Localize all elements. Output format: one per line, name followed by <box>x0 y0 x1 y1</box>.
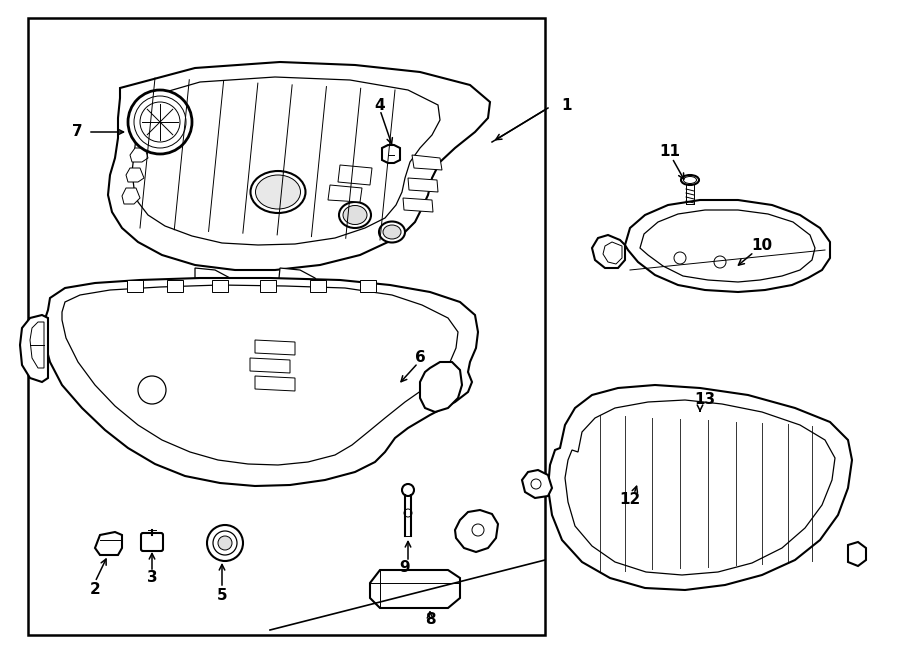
Polygon shape <box>548 385 852 590</box>
Polygon shape <box>279 268 322 308</box>
Polygon shape <box>408 178 438 192</box>
Text: 2: 2 <box>90 582 101 598</box>
Ellipse shape <box>681 175 699 185</box>
Polygon shape <box>412 155 442 170</box>
Circle shape <box>402 484 414 496</box>
Polygon shape <box>20 315 48 382</box>
Ellipse shape <box>383 225 401 239</box>
Polygon shape <box>848 542 866 566</box>
Text: 4: 4 <box>374 98 385 112</box>
Text: 5: 5 <box>217 588 228 602</box>
Polygon shape <box>640 210 815 282</box>
Polygon shape <box>603 242 622 264</box>
Polygon shape <box>132 77 440 245</box>
Polygon shape <box>455 510 498 552</box>
Polygon shape <box>328 185 362 202</box>
Polygon shape <box>592 235 625 268</box>
Polygon shape <box>167 280 183 292</box>
Polygon shape <box>127 280 143 292</box>
Circle shape <box>128 90 192 154</box>
Polygon shape <box>195 268 238 308</box>
Text: 9: 9 <box>400 561 410 576</box>
Circle shape <box>134 96 186 148</box>
Text: 12: 12 <box>619 492 641 508</box>
Polygon shape <box>108 62 490 270</box>
Polygon shape <box>370 570 460 608</box>
Polygon shape <box>625 200 830 292</box>
Ellipse shape <box>250 171 305 213</box>
Circle shape <box>472 524 484 536</box>
Polygon shape <box>255 340 295 355</box>
Circle shape <box>138 376 166 404</box>
Text: 11: 11 <box>660 145 680 159</box>
Polygon shape <box>310 280 326 292</box>
Text: 6: 6 <box>415 350 426 366</box>
Text: 10: 10 <box>752 237 772 253</box>
Polygon shape <box>44 278 478 486</box>
Polygon shape <box>95 532 122 555</box>
Ellipse shape <box>256 175 301 209</box>
Text: 1: 1 <box>562 98 572 112</box>
Polygon shape <box>62 285 458 465</box>
Polygon shape <box>522 470 552 498</box>
Polygon shape <box>403 198 433 212</box>
Polygon shape <box>255 376 295 391</box>
Circle shape <box>140 102 180 142</box>
Ellipse shape <box>343 206 367 225</box>
Polygon shape <box>638 390 735 436</box>
Circle shape <box>714 256 726 268</box>
Polygon shape <box>360 280 376 292</box>
Polygon shape <box>250 358 290 373</box>
Circle shape <box>213 531 237 555</box>
Text: 3: 3 <box>147 570 158 586</box>
Polygon shape <box>30 322 44 368</box>
Polygon shape <box>565 400 835 575</box>
Polygon shape <box>338 165 372 185</box>
Polygon shape <box>260 280 276 292</box>
Polygon shape <box>126 168 144 182</box>
Circle shape <box>207 525 243 561</box>
Text: 7: 7 <box>72 124 82 139</box>
Polygon shape <box>382 145 400 163</box>
FancyBboxPatch shape <box>141 533 163 551</box>
Circle shape <box>531 479 541 489</box>
Bar <box>28 18 545 635</box>
Ellipse shape <box>683 176 697 184</box>
Text: 13: 13 <box>695 393 716 407</box>
Circle shape <box>704 408 716 420</box>
Polygon shape <box>122 188 140 204</box>
Polygon shape <box>212 280 228 292</box>
Ellipse shape <box>379 221 405 243</box>
Circle shape <box>656 406 668 418</box>
Polygon shape <box>420 362 462 412</box>
Circle shape <box>404 509 412 517</box>
Circle shape <box>674 252 686 264</box>
Polygon shape <box>130 148 148 162</box>
Circle shape <box>218 536 232 550</box>
Ellipse shape <box>339 202 371 228</box>
Text: 8: 8 <box>425 613 436 627</box>
